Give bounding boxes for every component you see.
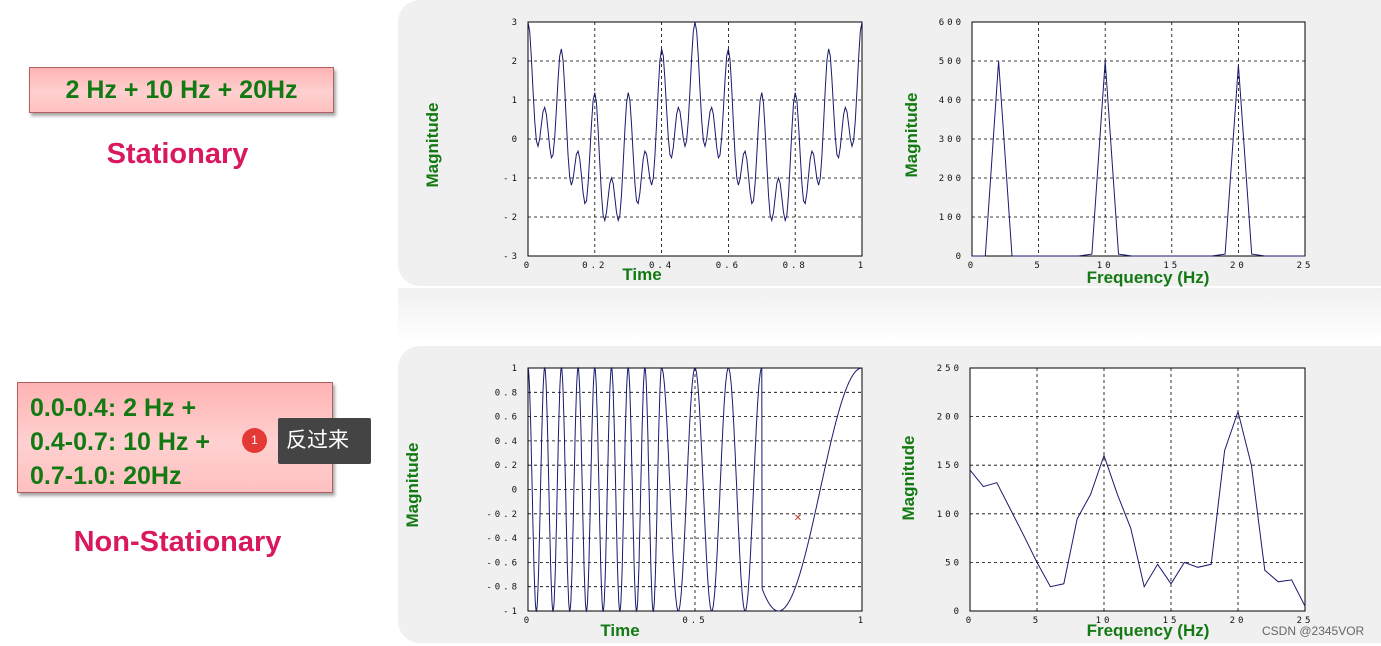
chart-1: 0 0.2 0.4 0.6 0.8 1 3 2 1 0 -1 -2 -3 Time Magnitude xyxy=(423,18,866,284)
y-tick-label: 300 xyxy=(939,135,964,145)
y-tick-label: 0.8 xyxy=(495,388,520,398)
y-tick-label: -1 xyxy=(503,607,520,617)
segment-line-2: 0.4-0.7: 10 Hz + xyxy=(30,428,210,456)
y-tick-label: 100 xyxy=(937,510,962,520)
cursor-mark: ✕ xyxy=(794,513,802,524)
y-tick-label: -0.8 xyxy=(486,583,520,593)
y-tick-label: 2 xyxy=(512,57,520,67)
stationary-heading: Stationary xyxy=(106,138,249,170)
y-tick-label: 0 xyxy=(956,252,964,262)
nonstationary-heading: Non-Stationary xyxy=(73,526,282,558)
x-tick-label: 0 xyxy=(524,616,532,626)
x-tick-label: 0 xyxy=(968,261,976,271)
y-tick-label: 250 xyxy=(937,364,962,374)
y-axis-title: Magnitude xyxy=(899,436,918,521)
x-tick-label: 10 xyxy=(1097,261,1114,271)
x-tick-label: 0 xyxy=(966,616,974,626)
y-tick-label: 150 xyxy=(937,461,962,471)
series-line xyxy=(972,60,1305,257)
y-tick-label: 400 xyxy=(939,96,964,106)
watermark: CSDN @2345VOR xyxy=(1262,624,1365,638)
chart-2: 0 5 10 15 20 25 600 500 400 300 200 100 0 Frequency (… xyxy=(902,18,1314,287)
y-tick-label: 0 xyxy=(512,135,520,145)
y-tick-label: 1 xyxy=(512,364,520,374)
y-tick-label: -0.6 xyxy=(486,558,520,568)
x-tick-label: 20 xyxy=(1230,616,1247,626)
x-tick-label: 5 xyxy=(1033,616,1041,626)
y-tick-label: 50 xyxy=(945,558,962,568)
comment-badge[interactable]: 1 xyxy=(242,428,267,453)
y-tick-label: 200 xyxy=(939,174,964,184)
y-axis-title: Magnitude xyxy=(403,443,422,528)
y-axis-title: Magnitude xyxy=(902,93,921,178)
x-tick-label: 1 xyxy=(858,261,866,271)
series-line xyxy=(527,21,863,223)
x-tick-label: 1 xyxy=(858,616,866,626)
series-line xyxy=(527,366,862,613)
plot-area xyxy=(969,367,1306,612)
x-tick-label: 15 xyxy=(1163,616,1180,626)
y-tick-label: 200 xyxy=(937,413,962,423)
x-tick-label: 25 xyxy=(1297,261,1314,271)
segment-line-3: 0.7-1.0: 20Hz xyxy=(30,462,182,490)
y-tick-label: 0.4 xyxy=(495,437,520,447)
comment-tooltip: 反过来 xyxy=(278,418,371,464)
x-axis-title: Frequency (Hz) xyxy=(1087,621,1210,640)
y-tick-label: 0.6 xyxy=(495,413,520,423)
x-tick-label: 0 xyxy=(524,261,532,271)
x-tick-label: 0.6 xyxy=(716,261,741,271)
y-axis-title: Magnitude xyxy=(423,103,442,188)
chart-4: 0 5 10 15 20 25 250 200 150 100 50 0 Frequency (Hz) M… xyxy=(899,364,1314,640)
y-tick-label: 100 xyxy=(939,213,964,223)
y-tick-label: -0.2 xyxy=(486,510,520,520)
x-tick-label: 25 xyxy=(1297,616,1314,626)
y-tick-label: 0 xyxy=(954,607,962,617)
y-tick-label: 3 xyxy=(512,18,520,28)
y-tick-label: 600 xyxy=(939,18,964,28)
series-line xyxy=(969,409,1306,607)
y-tick-label: 1 xyxy=(512,96,520,106)
stationary-signal-label: 2 Hz + 10 Hz + 20Hz xyxy=(29,67,334,113)
y-tick-label: -1 xyxy=(503,174,520,184)
x-tick-label: 0.2 xyxy=(582,261,607,271)
x-tick-label: 10 xyxy=(1096,616,1113,626)
x-axis-title: Time xyxy=(622,265,661,284)
chart-3: 0 0.5 1 1 0.8 0.6 0.4 0.2 0 -0.2 -0.4 -0.6 -0.8 -1 Tim… xyxy=(403,364,866,640)
x-tick-label: 20 xyxy=(1230,261,1247,271)
x-axis-title: Frequency (Hz) xyxy=(1087,268,1210,287)
x-axis-title: Time xyxy=(600,621,639,640)
y-tick-label: 0 xyxy=(512,486,520,496)
segment-line-1: 0.0-0.4: 2 Hz + xyxy=(30,394,197,422)
y-tick-label: -2 xyxy=(503,213,520,223)
x-tick-label: 15 xyxy=(1163,261,1180,271)
y-tick-label: 500 xyxy=(939,57,964,67)
x-tick-label: 0.5 xyxy=(682,616,707,626)
panel-reflection xyxy=(398,288,1381,344)
y-tick-label: 0.2 xyxy=(495,461,520,471)
y-tick-label: -0.4 xyxy=(486,534,520,544)
x-tick-label: 0.8 xyxy=(783,261,808,271)
x-tick-label: 0.4 xyxy=(649,261,674,271)
y-tick-label: -3 xyxy=(503,252,520,262)
x-tick-label: 5 xyxy=(1034,261,1042,271)
